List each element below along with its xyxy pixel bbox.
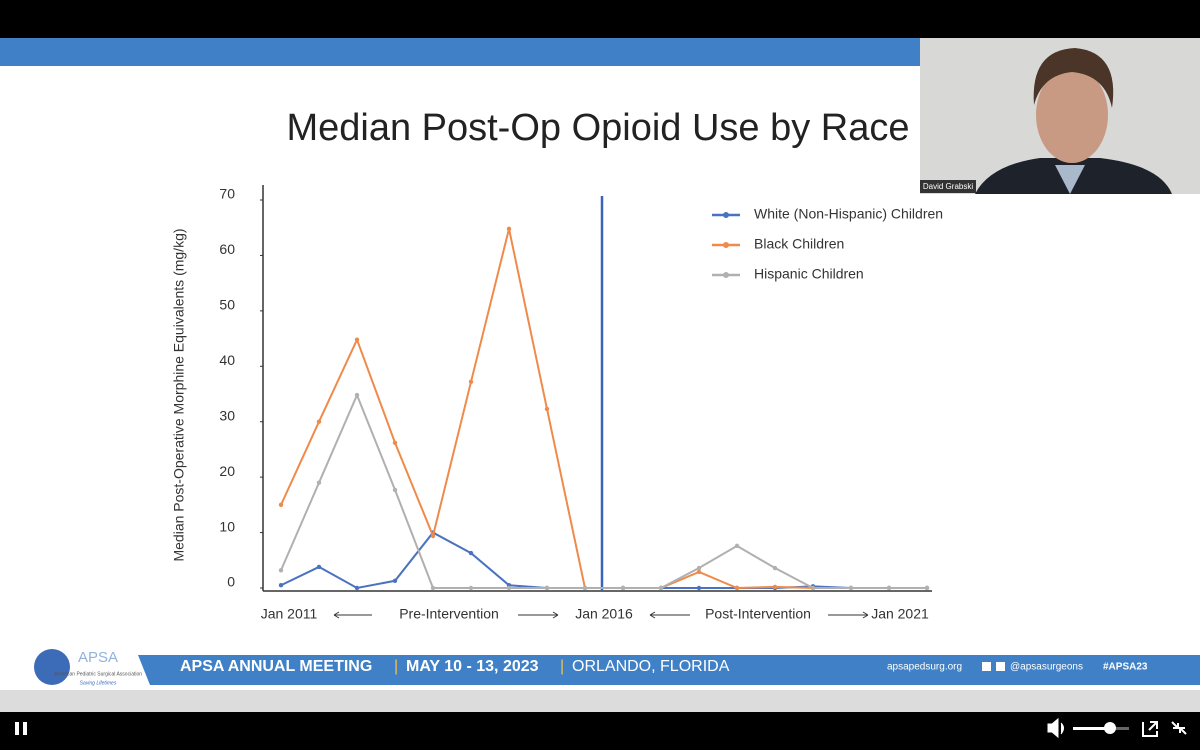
shirt — [1055, 165, 1085, 194]
x-annotation: Post-Intervention — [705, 606, 811, 622]
name-tag — [920, 180, 976, 193]
point — [278, 568, 284, 573]
point — [886, 585, 892, 591]
y-tick-label: 30 — [219, 407, 235, 423]
point — [468, 550, 474, 556]
y-tick-label: 60 — [219, 241, 235, 257]
point — [506, 226, 512, 232]
divider: | — [394, 658, 398, 675]
popout-button[interactable] — [1142, 721, 1158, 737]
logo-tagline: Saving Lifetimes — [80, 680, 117, 686]
point — [924, 585, 930, 591]
point — [772, 565, 778, 571]
y-tick-label: 50 — [219, 297, 235, 313]
point — [278, 502, 284, 508]
point — [506, 585, 512, 591]
y-tick-label: 0 — [227, 574, 235, 590]
point — [316, 564, 322, 570]
banner-meeting: APSA ANNUAL MEETING — [180, 658, 372, 675]
chart-title: Median Post-Op Opioid Use by Race — [286, 107, 909, 149]
x-annotation: Jan 2021 — [871, 606, 929, 622]
point — [278, 583, 284, 588]
slide-header-bar — [0, 38, 920, 66]
point — [696, 585, 702, 591]
point — [430, 585, 436, 591]
point — [392, 578, 398, 583]
social-icon — [982, 662, 991, 671]
name-tag-text: David Grabski — [923, 182, 973, 191]
legend-marker — [723, 212, 729, 218]
logo-text: APSA — [78, 649, 118, 666]
logo-icon — [34, 649, 70, 685]
point — [772, 584, 778, 590]
series-line — [280, 392, 927, 589]
exit-fullscreen-button[interactable] — [1171, 721, 1187, 735]
divider: | — [560, 658, 564, 675]
y-tick-label: 70 — [219, 186, 235, 202]
banner-site: apsapedsurg.org — [887, 662, 962, 673]
point — [734, 543, 740, 549]
banner-place: ORLANDO, FLORIDA — [572, 658, 730, 675]
point — [696, 569, 702, 575]
legend-label: White (Non-Hispanic) Children — [754, 206, 943, 222]
x-annotation: Jan 2011 — [261, 606, 318, 622]
volume-button[interactable] — [1047, 717, 1064, 739]
pause-button[interactable] — [15, 722, 27, 735]
legend-label: Black Children — [754, 236, 844, 252]
y-tick-label: 40 — [219, 352, 235, 368]
banner-bar — [138, 655, 1200, 685]
point — [848, 585, 854, 591]
point — [620, 585, 626, 591]
banner-hashtag: #APSA23 — [1103, 662, 1148, 673]
point — [354, 337, 360, 342]
volume-fill — [1073, 727, 1110, 730]
point — [544, 585, 550, 591]
point — [468, 585, 474, 591]
person-hair — [1033, 48, 1114, 108]
control-bar — [0, 712, 1200, 750]
arrows — [333, 611, 869, 619]
y-tick-label: 10 — [219, 518, 235, 534]
legend-marker — [723, 272, 729, 278]
point — [354, 392, 360, 398]
logo-org: American Pediatric Surgical Association — [54, 671, 142, 677]
point — [810, 585, 816, 591]
legend-label: Hispanic Children — [754, 266, 864, 282]
point — [658, 585, 664, 591]
point — [392, 487, 398, 493]
legend-marker — [723, 242, 729, 248]
slide-footer — [0, 690, 1200, 712]
banner-handle: @apsasurgeons — [1010, 662, 1083, 673]
point — [392, 440, 398, 445]
point — [696, 565, 702, 571]
point — [316, 419, 322, 424]
top-bar — [0, 0, 1200, 38]
y-tick-label: 20 — [219, 463, 235, 479]
person-face — [1036, 67, 1108, 163]
y-axis-label: Median Post-Operative Morphine Equivalen… — [171, 228, 187, 561]
point — [544, 406, 550, 412]
point — [354, 585, 360, 591]
x-annotation: Jan 2016 — [575, 606, 633, 622]
x-annotation: Pre-Intervention — [399, 606, 499, 622]
x-annotations: Jan 2011 Pre-Intervention Jan 2016 Post-… — [261, 606, 929, 622]
volume-knob[interactable] — [1104, 722, 1116, 734]
point — [316, 480, 322, 485]
point — [734, 585, 740, 591]
banner-dates: MAY 10 - 13, 2023 — [406, 658, 539, 675]
point — [582, 585, 588, 591]
point — [430, 533, 436, 539]
social-icon — [996, 662, 1005, 671]
point — [468, 379, 474, 385]
